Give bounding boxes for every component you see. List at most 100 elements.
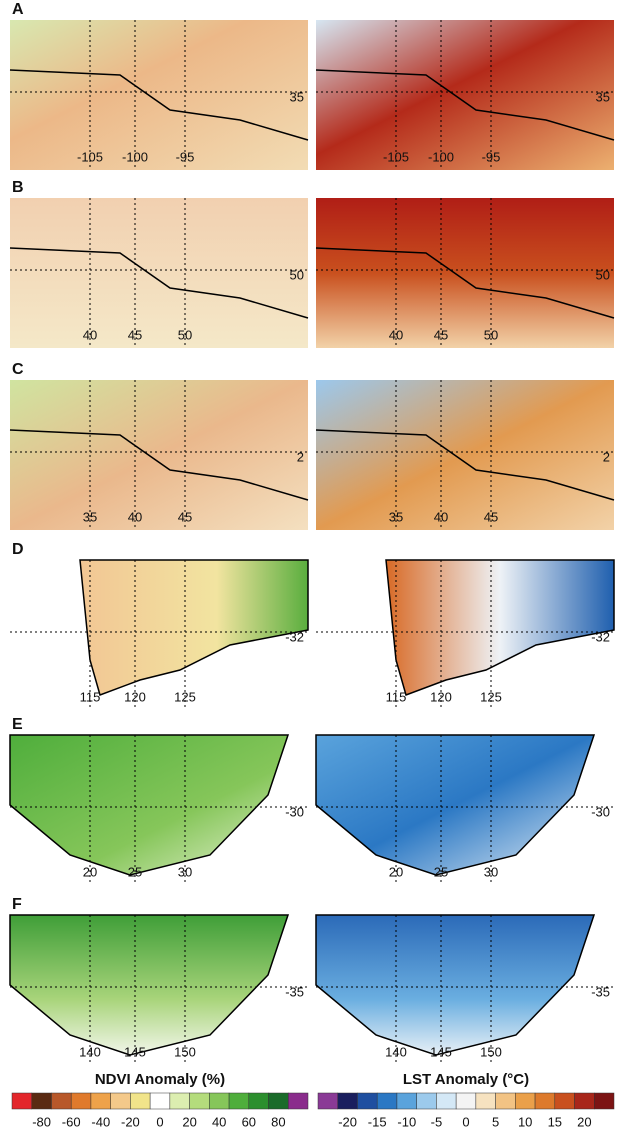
colorbar-tick: 10 bbox=[518, 1114, 532, 1129]
lon-label: 40 bbox=[389, 327, 403, 342]
lat-label: -35 bbox=[285, 984, 304, 999]
colorbar-tick: -20 bbox=[121, 1114, 140, 1129]
lon-label: 20 bbox=[83, 864, 97, 879]
lon-label: -95 bbox=[482, 149, 501, 164]
lon-label: 140 bbox=[385, 1044, 407, 1059]
panel-letter: F bbox=[12, 896, 22, 913]
lon-label: 40 bbox=[83, 327, 97, 342]
lon-label: 25 bbox=[434, 864, 448, 879]
colorbar-tick: -5 bbox=[431, 1114, 443, 1129]
swatch bbox=[149, 1092, 171, 1110]
lon-label: 50 bbox=[178, 327, 192, 342]
colorbar-tick: 40 bbox=[212, 1114, 226, 1129]
lon-label: 45 bbox=[484, 509, 498, 524]
swatch bbox=[110, 1092, 131, 1110]
swatch bbox=[594, 1092, 615, 1110]
swatch bbox=[51, 1092, 72, 1110]
land bbox=[9, 914, 290, 1056]
map bbox=[10, 20, 308, 170]
lon-label: 140 bbox=[79, 1044, 101, 1059]
swatch bbox=[376, 1092, 398, 1110]
swatch bbox=[574, 1092, 595, 1110]
lon-label: 115 bbox=[80, 689, 101, 704]
colorbar-tick: 80 bbox=[271, 1114, 285, 1129]
colorbar-tick: -15 bbox=[368, 1114, 387, 1129]
swatch bbox=[534, 1092, 556, 1110]
swatch bbox=[554, 1092, 575, 1110]
lon-label: 40 bbox=[434, 509, 448, 524]
lon-label: 45 bbox=[128, 327, 142, 342]
colorbar-title: NDVI Anomaly (%) bbox=[95, 1071, 225, 1088]
swatch bbox=[189, 1092, 210, 1110]
lat-label: -30 bbox=[591, 804, 610, 819]
lat-label: 35 bbox=[596, 89, 610, 104]
colorbar-tick: 15 bbox=[548, 1114, 562, 1129]
land bbox=[385, 559, 615, 696]
lon-label: -95 bbox=[176, 149, 195, 164]
lat-label: -35 bbox=[591, 984, 610, 999]
swatch bbox=[209, 1092, 230, 1110]
swatch bbox=[248, 1092, 269, 1110]
lon-label: 150 bbox=[174, 1044, 196, 1059]
swatch bbox=[495, 1092, 516, 1110]
lon-label: -105 bbox=[383, 149, 409, 164]
lon-label: 35 bbox=[389, 509, 403, 524]
lat-label: -32 bbox=[591, 629, 610, 644]
panel-letter: A bbox=[12, 1, 24, 18]
swatch bbox=[11, 1092, 32, 1110]
swatch bbox=[228, 1092, 250, 1110]
swatch bbox=[70, 1092, 92, 1110]
colorbar-tick: -10 bbox=[397, 1114, 416, 1129]
lat-label: 2 bbox=[297, 449, 304, 464]
lat-label: 50 bbox=[596, 267, 610, 282]
lon-label: 145 bbox=[430, 1044, 452, 1059]
colorbar-tick: 5 bbox=[492, 1114, 499, 1129]
land bbox=[315, 914, 596, 1056]
lon-label: 25 bbox=[128, 864, 142, 879]
lon-label: 125 bbox=[174, 689, 196, 704]
swatch bbox=[90, 1092, 111, 1110]
swatch bbox=[268, 1092, 289, 1110]
colorbar-tick: -20 bbox=[338, 1114, 357, 1129]
swatch bbox=[436, 1092, 457, 1110]
swatch bbox=[169, 1092, 190, 1110]
border bbox=[9, 429, 309, 501]
lon-label: 40 bbox=[128, 509, 142, 524]
lat-label: -30 bbox=[285, 804, 304, 819]
colorbar-tick: -80 bbox=[32, 1114, 51, 1129]
land bbox=[315, 734, 596, 876]
lat-label: 35 bbox=[290, 89, 304, 104]
lon-label: 45 bbox=[178, 509, 192, 524]
swatch bbox=[317, 1092, 338, 1110]
panel-letter: D bbox=[12, 541, 24, 558]
map bbox=[316, 198, 614, 348]
colorbar-tick: 0 bbox=[462, 1114, 469, 1129]
border bbox=[315, 69, 615, 141]
lon-label: -100 bbox=[122, 149, 148, 164]
lat-label: 50 bbox=[290, 267, 304, 282]
lon-label: 30 bbox=[484, 864, 498, 879]
panel-letter: E bbox=[12, 716, 23, 733]
lon-label: 120 bbox=[430, 689, 452, 704]
border bbox=[9, 247, 309, 319]
lat-label: -32 bbox=[285, 629, 304, 644]
lon-label: 20 bbox=[389, 864, 403, 879]
colorbar-tick: 20 bbox=[182, 1114, 196, 1129]
swatch bbox=[357, 1092, 378, 1110]
colorbar-tick: -60 bbox=[62, 1114, 81, 1129]
lon-label: 120 bbox=[124, 689, 146, 704]
map bbox=[10, 380, 308, 530]
map bbox=[316, 20, 614, 170]
swatch bbox=[288, 1092, 309, 1110]
land bbox=[79, 559, 309, 696]
swatch bbox=[130, 1092, 151, 1110]
border bbox=[9, 69, 309, 141]
lon-label: 150 bbox=[480, 1044, 502, 1059]
panel-letter: C bbox=[12, 361, 24, 378]
lon-label: 50 bbox=[484, 327, 498, 342]
lon-label: 125 bbox=[480, 689, 502, 704]
lon-label: 145 bbox=[124, 1044, 146, 1059]
colorbar-tick: 60 bbox=[242, 1114, 256, 1129]
lon-label: 115 bbox=[386, 689, 407, 704]
